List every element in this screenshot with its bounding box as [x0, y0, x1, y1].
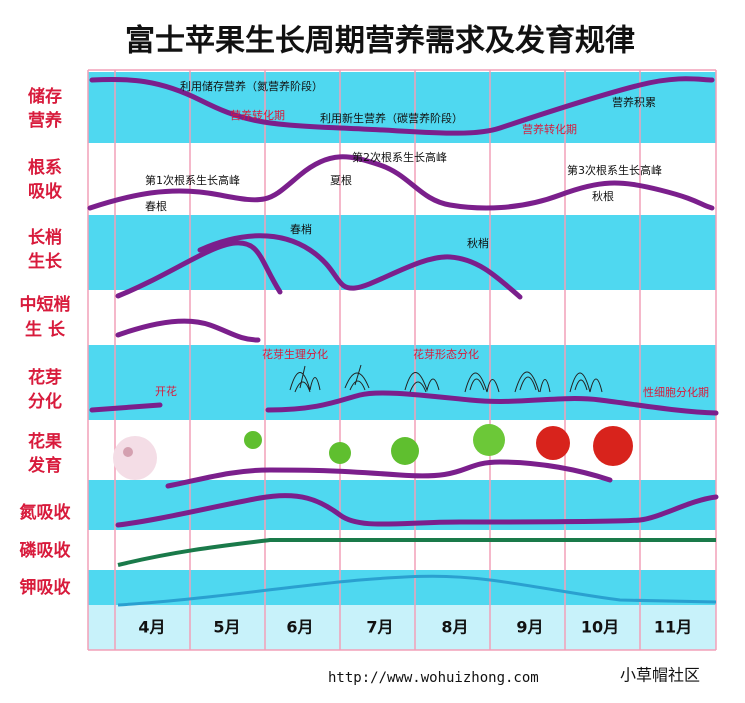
row-label: 发育	[27, 455, 62, 476]
footer-brand: 小草帽社区	[620, 666, 700, 685]
annotation: 春梢	[290, 222, 312, 236]
month-label: 6月	[286, 618, 313, 637]
month-label: 5月	[213, 618, 240, 637]
annotation: 夏根	[330, 173, 352, 187]
annotation: 营养转化期	[230, 108, 285, 122]
row-label: 磷吸收	[20, 540, 71, 561]
row-label: 分化	[28, 391, 62, 412]
row-label: 生长	[28, 251, 63, 272]
grid-lines	[87, 69, 717, 651]
month-label: 11月	[654, 618, 692, 637]
annotation: 利用新生营养（碳营养阶段）	[320, 111, 463, 125]
fruit-icons	[113, 424, 633, 480]
row-label: 钾吸收	[20, 577, 71, 598]
title: 富士苹果生长周期营养需求及发育规律	[125, 24, 635, 59]
row-label: 根系	[28, 157, 62, 178]
annotation: 性细胞分化期	[643, 385, 709, 399]
row-label: 长梢	[28, 227, 62, 248]
row-label: 花芽	[28, 367, 62, 388]
annotation: 秋根	[592, 189, 614, 203]
row-bands	[88, 72, 716, 650]
annotations: 利用储存营养（氮营养阶段） 营养转化期 利用新生营养（碳营养阶段） 营养转化期 …	[145, 79, 709, 399]
month-label: 4月	[138, 618, 165, 637]
annotation: 花芽形态分化	[413, 347, 479, 361]
footer-url: http://www.wohuizhong.com	[328, 670, 539, 686]
annotation: 第2次根系生长高峰	[352, 150, 447, 164]
row-label: 储存	[28, 86, 62, 107]
curves	[87, 76, 719, 607]
month-label: 7月	[366, 618, 393, 637]
annotation: 营养转化期	[522, 122, 577, 136]
annotation: 春根	[145, 199, 167, 213]
month-label: 8月	[441, 618, 468, 637]
annotation: 秋梢	[467, 236, 489, 250]
annotation: 利用储存营养（氮营养阶段）	[180, 79, 323, 93]
month-labels: 4月 5月 6月 7月 8月 9月 10月 11月	[138, 618, 692, 637]
row-label: 花果	[28, 431, 62, 452]
annotation: 开花	[155, 385, 177, 398]
row-label: 吸收	[28, 181, 62, 202]
annotation: 第1次根系生长高峰	[145, 173, 240, 187]
annotation: 第3次根系生长高峰	[567, 163, 662, 177]
row-label: 氮吸收	[20, 502, 71, 523]
row-label: 中短梢	[20, 294, 71, 315]
row-label: 营养	[28, 110, 63, 131]
month-label: 10月	[581, 618, 619, 637]
annotation: 营养积累	[612, 95, 656, 109]
annotation: 花芽生理分化	[262, 347, 328, 361]
month-label: 9月	[516, 618, 543, 637]
row-labels: 储存 营养 根系 吸收 长梢 生长 中短梢 生 长 花芽 分化 花果 发育 氮吸…	[20, 86, 71, 598]
row-label: 生 长	[25, 319, 66, 340]
bud-sketches	[289, 364, 603, 393]
